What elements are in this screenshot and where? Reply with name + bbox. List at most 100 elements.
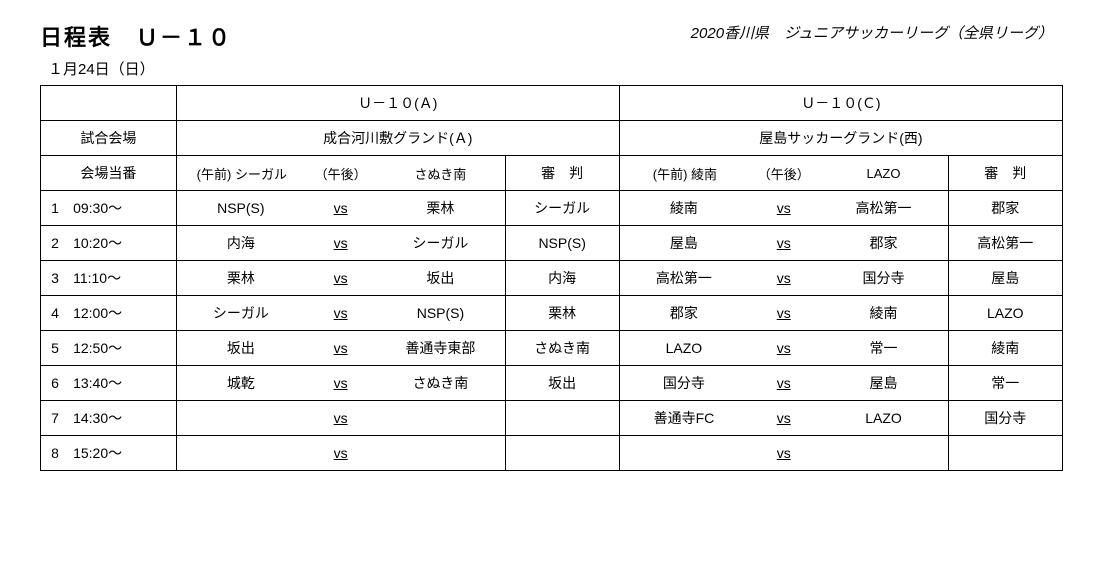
team-c-home: 屋島: [619, 226, 748, 261]
vs-cell: vs: [748, 366, 819, 401]
row-number: 2: [41, 226, 70, 261]
match-time: 12:50～: [69, 331, 176, 366]
team-a-home: 栗林: [176, 261, 305, 296]
referee-a: 坂出: [505, 366, 619, 401]
vs-cell: vs: [748, 331, 819, 366]
row-number: 7: [41, 401, 70, 436]
row-number: 4: [41, 296, 70, 331]
referee-label-a: 審 判: [505, 156, 619, 191]
team-c-home: 善通寺FC: [619, 401, 748, 436]
match-row: 512:50～坂出vs善通寺東部さぬき南LAZOvs常一綾南: [41, 331, 1063, 366]
team-c-away: LAZO: [819, 401, 948, 436]
team-a-home: NSP(S): [176, 191, 305, 226]
match-time: 10:20～: [69, 226, 176, 261]
schedule-date: １月24日（日）: [48, 58, 1063, 79]
team-a-away: 善通寺東部: [376, 331, 505, 366]
team-a-home: 内海: [176, 226, 305, 261]
schedule-table: Ｕ－１０(Ａ) Ｕ－１０(Ｃ) 試合会場 成合河川敷グランド(Ａ) 屋島サッカー…: [40, 85, 1063, 471]
referee-c: 綾南: [948, 331, 1062, 366]
vs-cell: vs: [748, 436, 819, 471]
referee-a: さぬき南: [505, 331, 619, 366]
referee-c: [948, 436, 1062, 471]
match-row: 109:30～NSP(S)vs栗林シーガル綾南vs高松第一郡家: [41, 191, 1063, 226]
match-time: 13:40～: [69, 366, 176, 401]
venue-label: 試合会場: [41, 121, 177, 156]
team-a-home: [176, 436, 305, 471]
team-c-home: 綾南: [619, 191, 748, 226]
referee-c: 屋島: [948, 261, 1062, 296]
vs-cell: vs: [305, 401, 376, 436]
match-row: 714:30～vs善通寺FCvsLAZO国分寺: [41, 401, 1063, 436]
team-c-away: 国分寺: [819, 261, 948, 296]
duty-c-am: 綾南: [691, 167, 717, 182]
row-number: 8: [41, 436, 70, 471]
match-time: 15:20～: [69, 436, 176, 471]
vs-cell: vs: [305, 331, 376, 366]
team-c-home: 高松第一: [619, 261, 748, 296]
referee-a: シーガル: [505, 191, 619, 226]
match-time: 14:30～: [69, 401, 176, 436]
team-a-away: [376, 436, 505, 471]
team-a-away: 栗林: [376, 191, 505, 226]
match-time: 11:10～: [69, 261, 176, 296]
referee-a: NSP(S): [505, 226, 619, 261]
duty-a-am: シーガル: [235, 167, 287, 182]
row-number: 6: [41, 366, 70, 401]
vs-cell: vs: [748, 261, 819, 296]
venue-c: 屋島サッカーグランド(西): [619, 121, 1062, 156]
vs-cell: vs: [305, 191, 376, 226]
match-row: 815:20～ vs vs: [41, 436, 1063, 471]
league-subtitle: 2020香川県 ジュニアサッカーリーグ（全県リーグ）: [691, 22, 1063, 43]
team-c-away: [819, 436, 948, 471]
vs-cell: vs: [748, 226, 819, 261]
match-time: 09:30～: [69, 191, 176, 226]
referee-a: [505, 436, 619, 471]
match-row: 210:20～内海vsシーガルNSP(S)屋島vs郡家高松第一: [41, 226, 1063, 261]
row-number: 3: [41, 261, 70, 296]
team-c-away: 高松第一: [819, 191, 948, 226]
venue-a: 成合河川敷グランド(Ａ): [176, 121, 619, 156]
team-a-home: [176, 401, 305, 436]
referee-label-c: 審 判: [948, 156, 1062, 191]
team-c-home: 郡家: [619, 296, 748, 331]
duty-a-pm: さぬき南: [376, 156, 505, 191]
vs-cell: vs: [748, 401, 819, 436]
pm-label-c: （午後）: [748, 156, 819, 191]
referee-c: 国分寺: [948, 401, 1062, 436]
row-number: 5: [41, 331, 70, 366]
team-c-home: LAZO: [619, 331, 748, 366]
team-a-home: シーガル: [176, 296, 305, 331]
am-label: (午前): [195, 167, 232, 182]
vs-cell: vs: [305, 261, 376, 296]
team-c-away: 綾南: [819, 296, 948, 331]
match-row: 613:40～城乾vsさぬき南坂出国分寺vs屋島常一: [41, 366, 1063, 401]
vs-cell: vs: [305, 226, 376, 261]
referee-c: 郡家: [948, 191, 1062, 226]
row-number: 1: [41, 191, 70, 226]
team-a-away: NSP(S): [376, 296, 505, 331]
team-a-away: [376, 401, 505, 436]
match-row: 412:00～シーガルvsNSP(S)栗林郡家vs綾南LAZO: [41, 296, 1063, 331]
vs-cell: vs: [305, 366, 376, 401]
duty-label: 会場当番: [41, 156, 177, 191]
group-a-header: Ｕ－１０(Ａ): [176, 86, 619, 121]
vs-cell: vs: [748, 191, 819, 226]
referee-c: LAZO: [948, 296, 1062, 331]
match-time: 12:00～: [69, 296, 176, 331]
vs-cell: vs: [305, 296, 376, 331]
team-a-home: 城乾: [176, 366, 305, 401]
team-c-home: 国分寺: [619, 366, 748, 401]
pm-label: （午後）: [305, 156, 376, 191]
vs-cell: vs: [305, 436, 376, 471]
page-title: 日程表 Ｕ－１０: [40, 20, 232, 52]
team-a-home: 坂出: [176, 331, 305, 366]
referee-a: [505, 401, 619, 436]
team-c-home: [619, 436, 748, 471]
team-a-away: さぬき南: [376, 366, 505, 401]
duty-c-pm: LAZO: [819, 156, 948, 191]
referee-a: 内海: [505, 261, 619, 296]
team-c-away: 常一: [819, 331, 948, 366]
am-label-c: (午前): [651, 167, 688, 182]
vs-cell: vs: [748, 296, 819, 331]
match-row: 311:10～栗林vs坂出内海高松第一vs国分寺屋島: [41, 261, 1063, 296]
